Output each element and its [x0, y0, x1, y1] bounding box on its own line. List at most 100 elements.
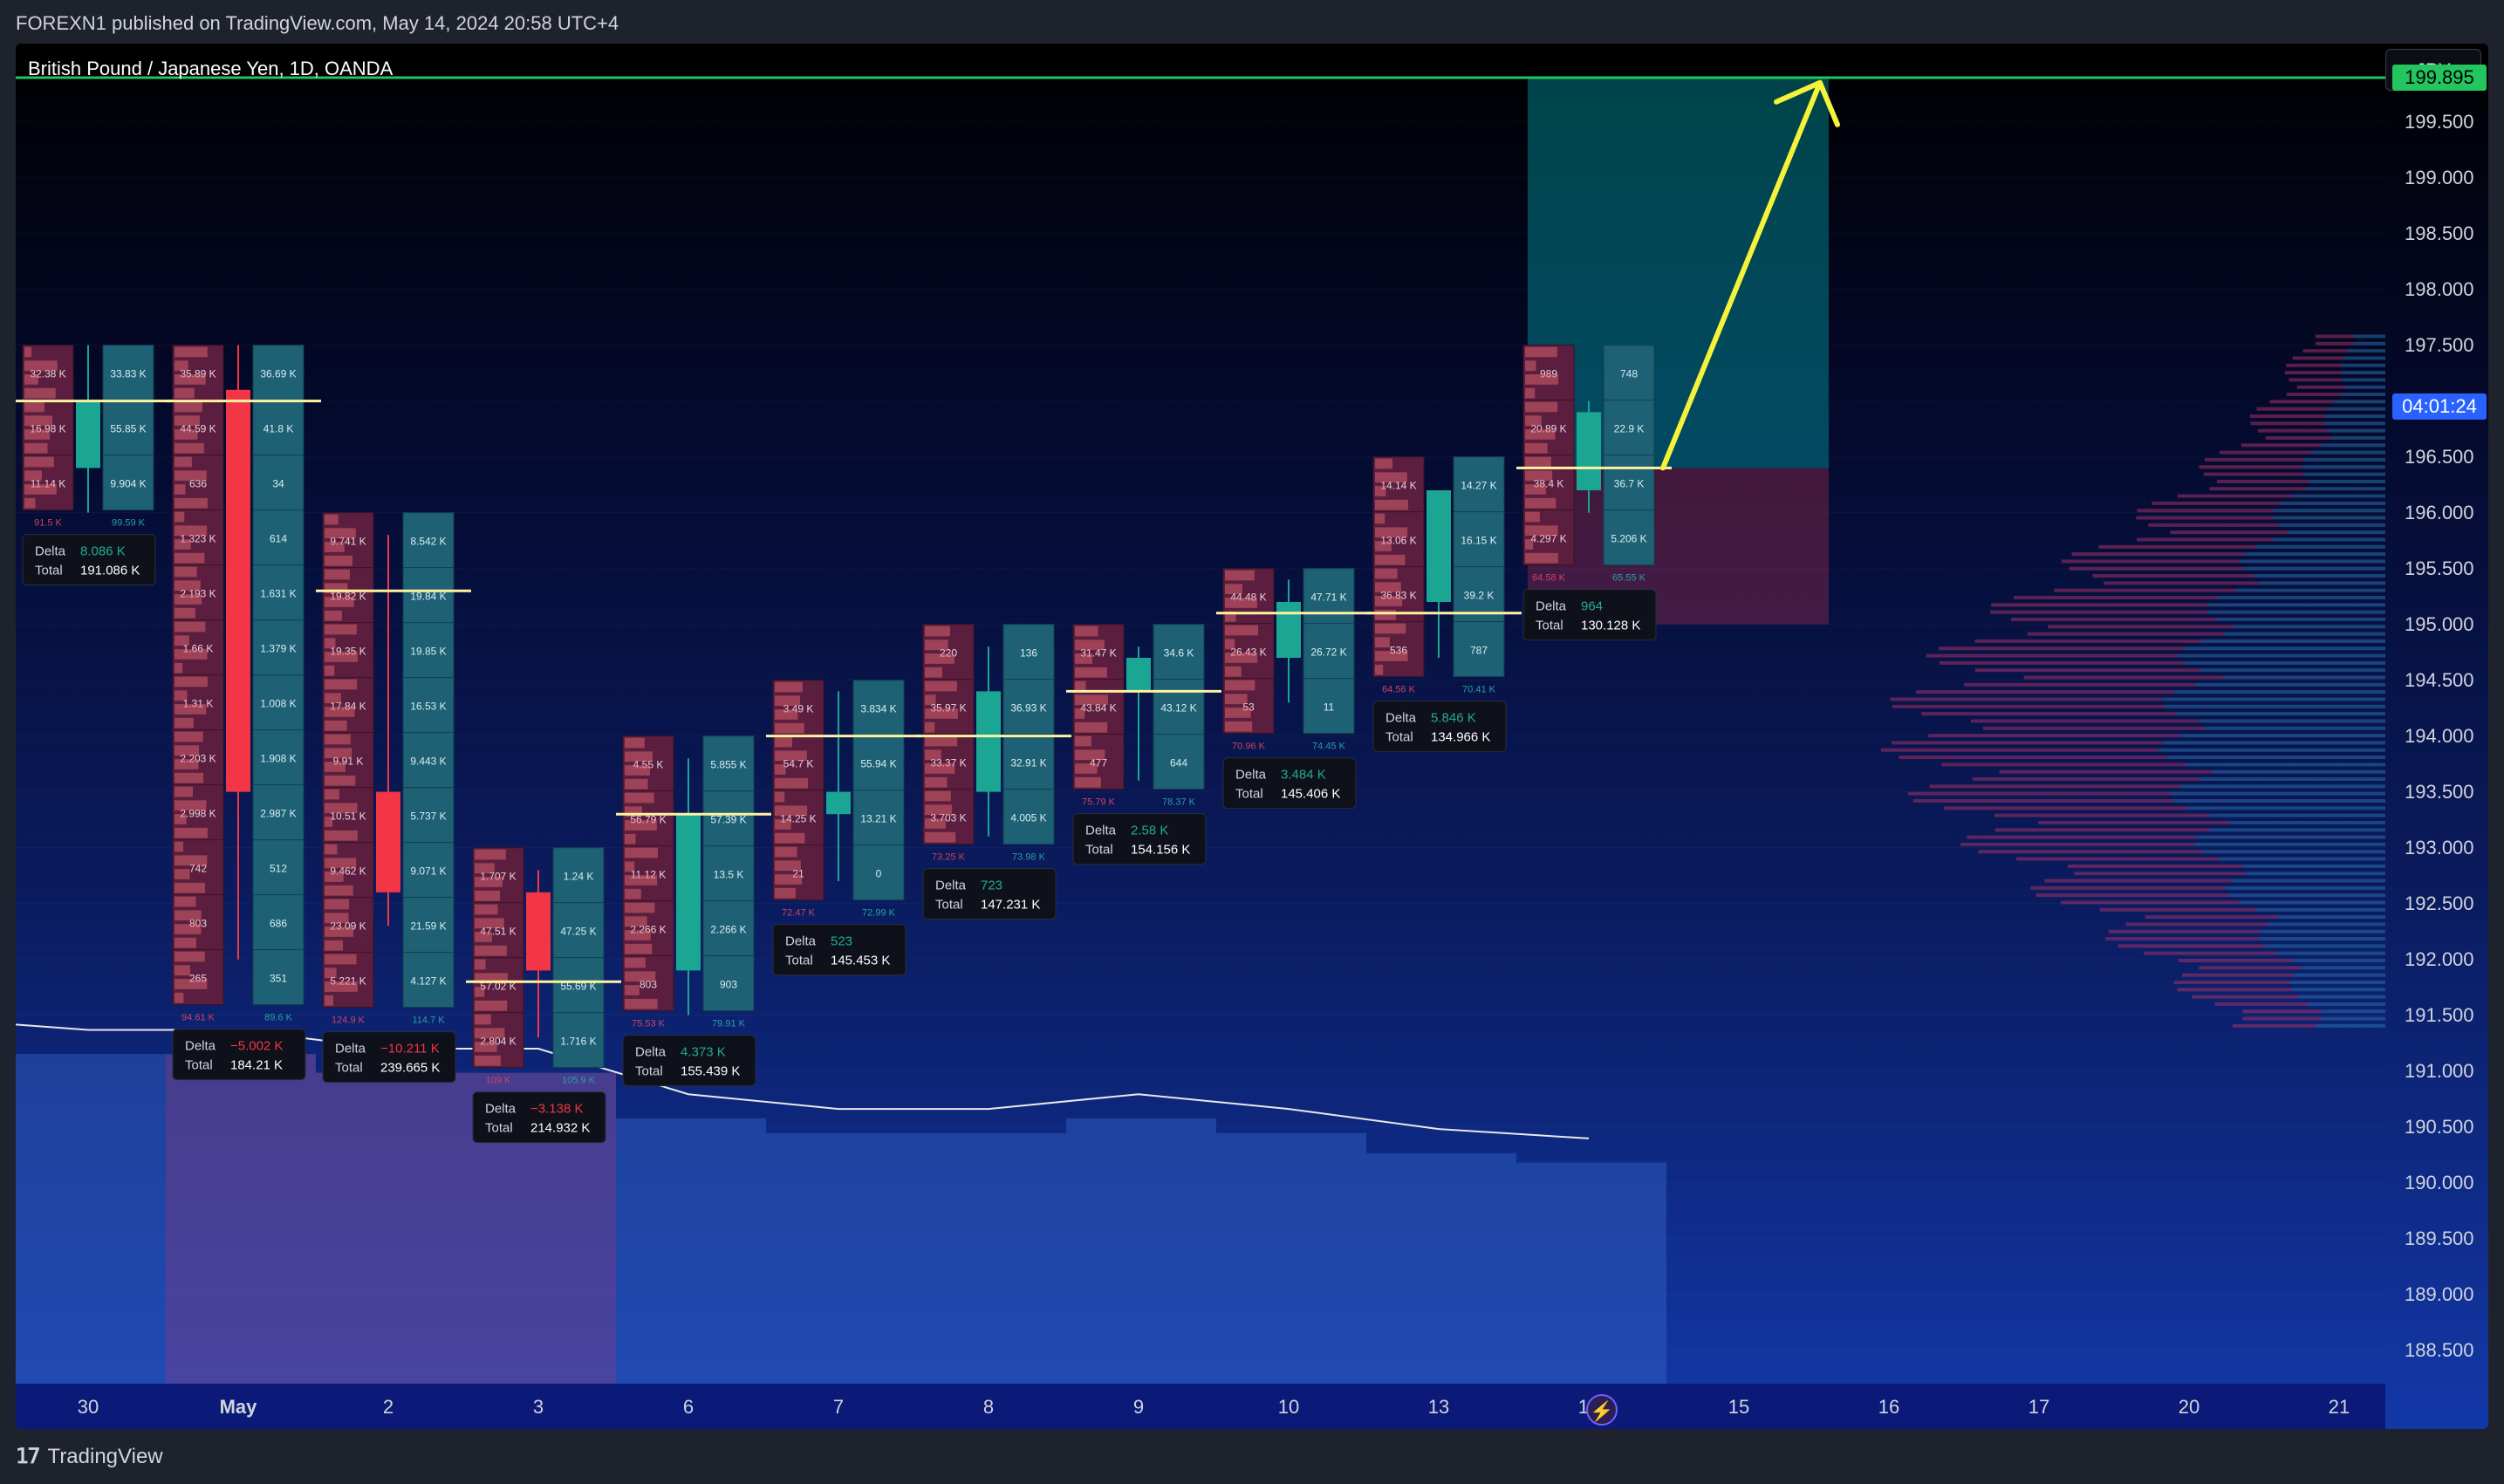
footprint-histogram-bar	[1375, 651, 1408, 661]
footprint-histogram-bar	[325, 940, 344, 951]
footprint-histogram-bar	[625, 998, 658, 1009]
profile-buy-bar	[2306, 487, 2385, 491]
footprint-buy-total: 73.98 K	[1012, 852, 1046, 863]
date-tick: 16	[1878, 1396, 1900, 1418]
footprint-sell-value: 1.31 K	[183, 698, 214, 710]
footprint-histogram-bar	[174, 717, 194, 728]
footprint-buy-value: 55.85 K	[110, 423, 146, 435]
profile-sell-bar	[2144, 951, 2277, 955]
profile-sell-bar	[1974, 639, 2201, 643]
footprint-histogram-bar	[1525, 525, 1558, 537]
candle-body	[1276, 602, 1301, 658]
price-tick: 195.000	[2405, 612, 2474, 635]
footprint-histogram-bar	[925, 639, 948, 651]
delta-value: 8.086 K	[80, 544, 126, 559]
footprint-buy-value: 9.904 K	[110, 478, 146, 490]
footprint-buy-value: 14.27 K	[1461, 480, 1496, 492]
footprint-sell-total: 75.79 K	[1082, 797, 1116, 808]
profile-sell-bar	[2241, 443, 2321, 448]
footprint-histogram-bar	[325, 981, 358, 992]
footprint-buy-value: 1.908 K	[260, 753, 296, 765]
profile-sell-bar	[1964, 682, 2196, 687]
profile-buy-bar	[2225, 886, 2385, 890]
footprint-sell-value: 32.38 K	[30, 368, 65, 380]
footprint-histogram-bar	[775, 722, 804, 734]
chart-pane[interactable]: 32.38 K 16.98 K 11.14 K 33.83 K 55.85 K 9.904…	[16, 44, 2488, 1429]
footprint-sell-value: 11.12 K	[631, 869, 666, 881]
profile-buy-bar	[2256, 907, 2385, 912]
profile-sell-bar	[2242, 1016, 2322, 1021]
footprint-sell-total: 64.56 K	[1382, 685, 1416, 695]
delta-value: 5.846 K	[1431, 711, 1476, 726]
total-value: 147.231 K	[981, 898, 1040, 913]
price-axis[interactable]: 199.500199.000198.500198.000197.500197.0…	[2385, 65, 2488, 1422]
footprint-histogram-bar	[325, 720, 347, 731]
profile-buy-bar	[2309, 479, 2385, 483]
delta-summary-box	[1522, 589, 1657, 641]
profile-buy-bar	[2321, 1016, 2385, 1021]
profile-sell-bar	[2219, 450, 2311, 455]
footprint-histogram-bar	[475, 973, 508, 984]
footprint-histogram-bar	[325, 652, 358, 662]
footprint-histogram-bar	[24, 346, 31, 358]
profile-buy-bar	[2291, 494, 2385, 498]
footprint-buy-value: 41.8 K	[263, 423, 294, 435]
profile-buy-bar	[2348, 349, 2385, 353]
profile-buy-bar	[2202, 850, 2385, 854]
footprint-buy-column	[702, 735, 755, 1012]
profile-buy-bar	[2301, 465, 2385, 469]
lightning-icon[interactable]: ⚡	[1586, 1394, 1618, 1426]
price-tick: 196.500	[2405, 445, 2474, 468]
profile-buy-bar	[2227, 893, 2385, 898]
footprint-buy-value: 57.39 K	[710, 814, 746, 826]
footprint-histogram-bar	[174, 511, 185, 523]
footprint-sell-value: 220	[940, 647, 957, 660]
profile-buy-bar	[2186, 763, 2385, 767]
time-axis[interactable]: 30May2367891013141516172021	[16, 1384, 2385, 1429]
footprint-histogram-bar	[1375, 623, 1406, 634]
footprint-histogram-bar	[1375, 664, 1384, 675]
profile-buy-bar	[2207, 603, 2385, 607]
date-tick: 30	[77, 1396, 99, 1418]
profile-buy-bar	[2242, 864, 2385, 868]
footprint-histogram-bar	[475, 945, 507, 956]
profile-buy-bar	[2292, 959, 2385, 963]
footprint-histogram-bar	[24, 387, 56, 399]
footprint-histogram-bar	[1375, 486, 1386, 496]
footprint-histogram-bar	[174, 992, 184, 1003]
profile-buy-bar	[2333, 400, 2385, 404]
profile-buy-bar	[2301, 966, 2385, 970]
footprint-sell-value: 2.193 K	[180, 588, 216, 600]
profile-sell-bar	[1990, 610, 2208, 614]
chart-canvas[interactable]: 32.38 K 16.98 K 11.14 K 33.83 K 55.85 K 9.904…	[16, 44, 2385, 1384]
footprint-histogram-bar	[1375, 472, 1407, 483]
volume-bar	[766, 1132, 916, 1384]
footprint-histogram-bar	[775, 832, 805, 844]
footprint-buy-value: 4.005 K	[1010, 812, 1046, 824]
footprint-histogram-bar	[1525, 401, 1558, 413]
footprint-histogram-bar	[925, 653, 954, 664]
profile-sell-bar	[2192, 995, 2299, 999]
footprint-buy-value: 748	[1620, 368, 1638, 380]
footprint-buy-value: 3.834 K	[860, 703, 896, 715]
footprint-histogram-bar	[174, 704, 207, 715]
profile-sell-bar	[1941, 763, 2186, 767]
footprint-histogram-bar	[174, 855, 208, 866]
volume-bar	[316, 1072, 466, 1384]
footprint-buy-value: 4.127 K	[410, 975, 446, 988]
volume-bar	[616, 1118, 766, 1384]
footprint-sell-total: 70.96 K	[1232, 742, 1266, 752]
date-tick: 20	[2178, 1396, 2200, 1418]
footprint-histogram-bar	[325, 624, 357, 635]
profile-buy-bar	[2236, 588, 2385, 592]
profile-sell-bar	[2014, 596, 2219, 600]
profile-sell-bar	[2136, 537, 2274, 542]
footprint-sell-value: 989	[1540, 368, 1557, 380]
price-tick: 194.500	[2405, 668, 2474, 691]
total-label: Total	[935, 898, 963, 913]
profile-sell-bar	[2011, 617, 2217, 621]
footprint-histogram-bar	[325, 885, 353, 896]
volume-bar	[16, 1054, 166, 1384]
volume-bar	[1216, 1132, 1366, 1384]
footprint-sell-value: 26.43 K	[1230, 646, 1266, 659]
